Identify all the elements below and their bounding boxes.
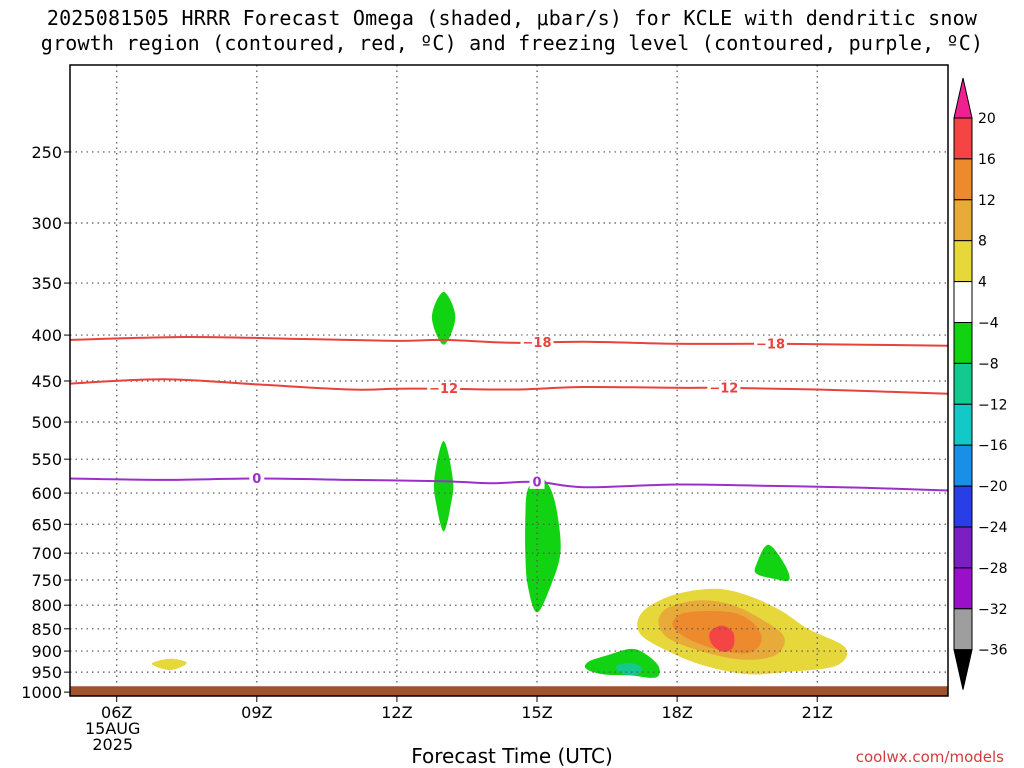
omega-region-3 [754, 544, 790, 582]
ground-fill [70, 686, 948, 696]
colorbar-box-6 [953, 362, 973, 405]
colorbar-label-3: 8 [978, 234, 987, 250]
colorbar-box-11 [953, 567, 973, 610]
colorbar-box-9 [953, 485, 973, 528]
grid-lines [70, 65, 948, 696]
temperature-contours: −18 −18 −12 −12 0 0 [70, 335, 948, 492]
contour-label-bg-1-1 [707, 380, 741, 395]
x-tick-label-3: 15Z [521, 703, 552, 722]
contour-label-bg-2-0 [249, 471, 265, 486]
colorbar: 20 16 12 8 4 −4 −8 −12 −16 −20 −24 −28 −32 −36 [953, 77, 1008, 690]
y-tick-label-750: 750 [31, 571, 62, 590]
x-tick-label-0: 06Z [101, 703, 132, 722]
contour-2 [70, 477, 948, 492]
contour-label-0-1: −18 [756, 337, 785, 352]
contour-label-bg-0-1 [754, 336, 788, 351]
colorbar-box-8 [953, 444, 973, 487]
y-tick-label-700: 700 [31, 544, 62, 563]
omega-region-5 [616, 662, 643, 676]
chart-title: 2025081505 HRRR Forecast Omega (shaded, … [0, 6, 1024, 56]
omega-region-2 [525, 476, 561, 613]
colorbar-box-4 [953, 281, 973, 324]
colorbar-bottom-arrow [953, 649, 973, 690]
colorbar-top-arrow [953, 77, 973, 119]
contour-0 [70, 335, 948, 347]
source-credit: coolwx.com/models [855, 748, 1004, 766]
x-date-label-0: 15AUG [85, 719, 140, 738]
y-tick-label-350: 350 [31, 274, 62, 293]
omega-region-6 [151, 658, 187, 671]
y-tick-label-1000: 1000 [21, 683, 62, 702]
y-tick-label-800: 800 [31, 596, 62, 615]
colorbar-box-7 [953, 403, 973, 446]
chart-title-line-1: 2025081505 HRRR Forecast Omega (shaded, … [46, 6, 978, 30]
colorbar-label-9: −20 [978, 479, 1008, 495]
y-tick-label-500: 500 [31, 413, 62, 432]
colorbar-label-0: 20 [978, 111, 996, 127]
x-tick-label-5: 21Z [802, 703, 833, 722]
contour-label-bg-2-1 [529, 474, 545, 489]
y-tick-label-450: 450 [31, 372, 62, 391]
x-tick-label-4: 18Z [661, 703, 692, 722]
colorbar-box-10 [953, 526, 973, 569]
contour-label-bg-0-0 [520, 335, 554, 350]
contour-label-0-0: −18 [523, 336, 552, 351]
colorbar-box-3 [953, 240, 973, 283]
colorbar-label-10: −24 [978, 520, 1008, 536]
y-tick-label-950: 950 [31, 663, 62, 682]
contour-label-1-1: −12 [709, 381, 738, 396]
colorbar-box-0 [953, 117, 973, 160]
colorbar-box-1 [953, 158, 973, 201]
colorbar-label-12: −32 [978, 602, 1008, 618]
contour-label-2-1: 0 [532, 475, 541, 490]
y-tick-label-300: 300 [31, 214, 62, 233]
colorbar-label-2: 12 [978, 193, 996, 209]
x-tick-label-1: 09Z [241, 703, 272, 722]
contour-label-2-0: 0 [252, 472, 261, 487]
colorbar-label-1: 16 [978, 152, 996, 168]
x-axis-title: Forecast Time (UTC) [411, 744, 613, 768]
y-axis: 250 300 350 400 450 500 550 600 650 700 750 800 850 9… [21, 143, 70, 702]
ground [70, 686, 948, 696]
omega-region-0 [431, 291, 456, 345]
omega-shading [151, 291, 848, 678]
contour-label-bg-1-0 [427, 381, 461, 396]
colorbar-box-2 [953, 199, 973, 242]
omega-region-10 [709, 625, 735, 652]
colorbar-label-4: 4 [978, 275, 987, 291]
y-tick-label-650: 650 [31, 515, 62, 534]
colorbar-label-8: −16 [978, 438, 1008, 454]
colorbar-label-7: −12 [978, 397, 1008, 413]
colorbar-box-5 [953, 322, 973, 364]
colorbar-label-5: −4 [978, 316, 999, 332]
y-tick-label-600: 600 [31, 484, 62, 503]
omega-region-1 [433, 441, 454, 532]
y-tick-label-900: 900 [31, 642, 62, 661]
colorbar-label-6: −8 [978, 356, 999, 372]
y-tick-label-850: 850 [31, 620, 62, 639]
chart-title-line-2: growth region (contoured, red, ºC) and f… [40, 31, 984, 55]
y-tick-label-250: 250 [31, 143, 62, 162]
colorbar-box-12 [953, 608, 973, 651]
colorbar-label-13: −36 [978, 643, 1008, 659]
contour-label-1-0: −12 [429, 382, 458, 397]
y-tick-label-400: 400 [31, 326, 62, 345]
contour-1 [70, 378, 948, 395]
x-date-label-1: 2025 [92, 735, 133, 754]
y-tick-label-550: 550 [31, 450, 62, 469]
x-tick-label-2: 12Z [381, 703, 412, 722]
colorbar-label-11: −28 [978, 561, 1008, 577]
